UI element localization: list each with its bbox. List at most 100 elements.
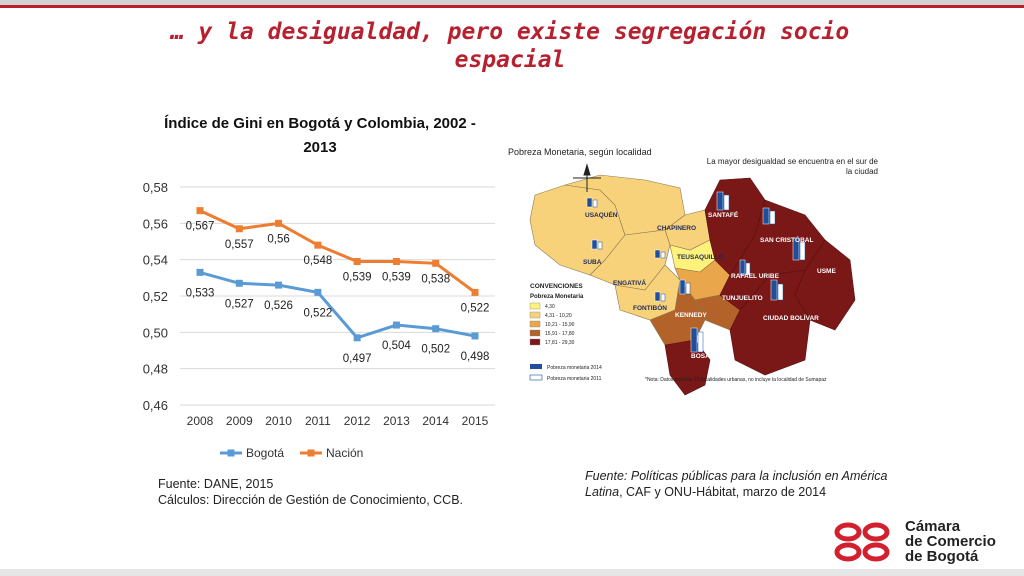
label-santafe: SANTAFÉ — [708, 210, 739, 219]
logo-line2: de Comercio — [905, 533, 996, 550]
data-label: 0,526 — [264, 300, 293, 312]
top-bar-accent — [0, 5, 1024, 8]
x-tick-label: 2009 — [226, 414, 253, 428]
logo-line1: Cámara — [905, 518, 961, 535]
legend-2011: Pobreza monetaria 2011 — [547, 376, 602, 382]
data-label: 0,567 — [186, 221, 215, 233]
logo-line3: de Bogotá — [905, 548, 979, 565]
label-kennedy: KENNEDY — [675, 312, 707, 319]
legend-marker — [227, 449, 235, 457]
data-point — [275, 219, 283, 227]
label-ciudad-bolivar: CIUDAD BOLÍVAR — [763, 313, 819, 322]
chart-title: Índice de Gini en Bogotá y Colombia, 200… — [164, 115, 476, 156]
source-right-line2: , CAF y ONU-Hábitat, marzo de 2014 — [619, 485, 827, 499]
locality-labels: USAQUÉN CHAPINERO SUBA TEUSAQUILLO ENGAT… — [583, 210, 836, 360]
y-tick-label: 0,56 — [143, 216, 168, 231]
source-right-line1: Fuente: Políticas públicas para la inclu… — [585, 469, 888, 499]
map-caption: Pobreza Monetaria, según localidad — [508, 147, 652, 157]
data-label: 0,502 — [421, 344, 450, 356]
label-chapinero: CHAPINERO — [657, 225, 696, 232]
legend-range-3: 10,21 - 15,90 — [545, 322, 575, 328]
y-tick-label: 0,48 — [143, 362, 168, 377]
map-note: La mayor desigualdad se encuentra en el … — [706, 157, 878, 176]
data-point — [353, 334, 361, 342]
data-point — [353, 257, 361, 265]
poverty-map: USAQUÉN CHAPINERO SUBA TEUSAQUILLO ENGAT… — [529, 163, 856, 396]
data-label: 0,522 — [303, 307, 332, 319]
data-point — [235, 225, 243, 233]
gini-line-chart: 0,46 0,48 0,50 0,52 0,54 0,56 0,58 2008 2009 2010… — [143, 180, 495, 460]
top-bar-band — [0, 0, 1024, 5]
label-rafael-uribe: RAFAEL URIBE — [731, 273, 780, 280]
data-label: 0,539 — [343, 271, 372, 283]
data-point — [314, 288, 322, 296]
data-label: 0,548 — [303, 255, 332, 267]
source-right: Fuente: Políticas públicas para la inclu… — [585, 468, 915, 500]
y-tick-label: 0,46 — [143, 398, 168, 413]
logo-text: Cámara de Comercio de Bogotá — [905, 519, 996, 564]
source-left-line2: Cálculos: Dirección de Gestión de Conoci… — [158, 493, 463, 507]
label-engativa: ENGATIVÁ — [613, 278, 646, 287]
legend-range-1: 4,30 — [545, 304, 555, 310]
compass-icon — [573, 163, 601, 192]
legend-subtitle: Pobreza Monetaria — [530, 294, 584, 300]
data-point — [275, 281, 283, 289]
data-point — [392, 321, 400, 329]
data-label: 0,497 — [343, 353, 372, 365]
data-point — [471, 288, 479, 296]
y-tick-label: 0,52 — [143, 289, 168, 304]
y-tick-label: 0,50 — [143, 325, 168, 340]
legend-range-5: 17,81 - 29,30 — [545, 340, 575, 346]
data-point — [196, 207, 204, 215]
legend-marker — [307, 449, 315, 457]
data-label: 0,522 — [461, 302, 490, 314]
slide-title: … y la desigualdad, pero existe segregac… — [170, 19, 850, 73]
footer-band — [0, 569, 1024, 576]
data-point — [196, 268, 204, 276]
label-bosa: BOSA — [691, 353, 710, 360]
data-point — [314, 241, 322, 249]
source-left-line1: Fuente: DANE, 2015 — [158, 477, 274, 491]
map-legend: CONVENCIONES Pobreza Monetaria 4,30 4,31… — [529, 283, 602, 382]
label-suba: SUBA — [583, 259, 602, 266]
legend-label: Bogotá — [246, 446, 284, 460]
x-tick-label: 2012 — [344, 414, 371, 428]
data-point — [432, 259, 440, 267]
x-tick-label: 2013 — [383, 414, 410, 428]
label-fontibon: FONTIBÓN — [633, 303, 667, 312]
y-tick-label: 0,58 — [143, 180, 168, 195]
data-label: 0,527 — [225, 298, 254, 310]
legend-range-4: 15,91 - 17,80 — [545, 331, 575, 337]
data-point — [235, 279, 243, 287]
data-label: 0,538 — [421, 273, 450, 285]
top-bar — [0, 0, 1024, 8]
x-tick-label: 2008 — [187, 414, 214, 428]
legend-2014: Pobreza monetaria 2014 — [547, 365, 602, 371]
data-label: 0,498 — [461, 351, 490, 363]
legend-title: CONVENCIONES — [530, 283, 583, 290]
legend-label: Nación — [326, 446, 363, 460]
x-tick-label: 2014 — [422, 414, 449, 428]
label-usaquen: USAQUÉN — [585, 210, 618, 219]
map-region-ciudad-bolivar — [729, 269, 811, 376]
data-point — [471, 332, 479, 340]
map-bar-icons — [586, 191, 806, 353]
label-san-cristobal: SAN CRISTÓBAL — [760, 235, 813, 244]
series-line-nacion — [199, 209, 476, 294]
legend-range-2: 4,31 - 10,20 — [545, 313, 572, 319]
series-line-bogota — [199, 270, 476, 340]
label-tunjuelito: TUNJUELITO — [722, 295, 763, 302]
x-tick-label: 2011 — [305, 414, 331, 428]
label-teusaquillo: TEUSAQUILLO — [677, 254, 724, 261]
x-tick-label: 2010 — [265, 414, 292, 428]
data-label: 0,533 — [186, 287, 215, 299]
y-tick-label: 0,54 — [143, 253, 168, 268]
data-point — [432, 325, 440, 333]
data-point — [392, 257, 400, 265]
data-label: 0,539 — [382, 271, 411, 283]
source-left: Fuente: DANE, 2015 Cálculos: Dirección d… — [158, 476, 488, 508]
data-label: 0,557 — [225, 239, 254, 251]
ccb-logo-icon — [834, 522, 890, 562]
data-label: 0,504 — [382, 340, 411, 352]
data-label: 0,56 — [267, 233, 289, 245]
